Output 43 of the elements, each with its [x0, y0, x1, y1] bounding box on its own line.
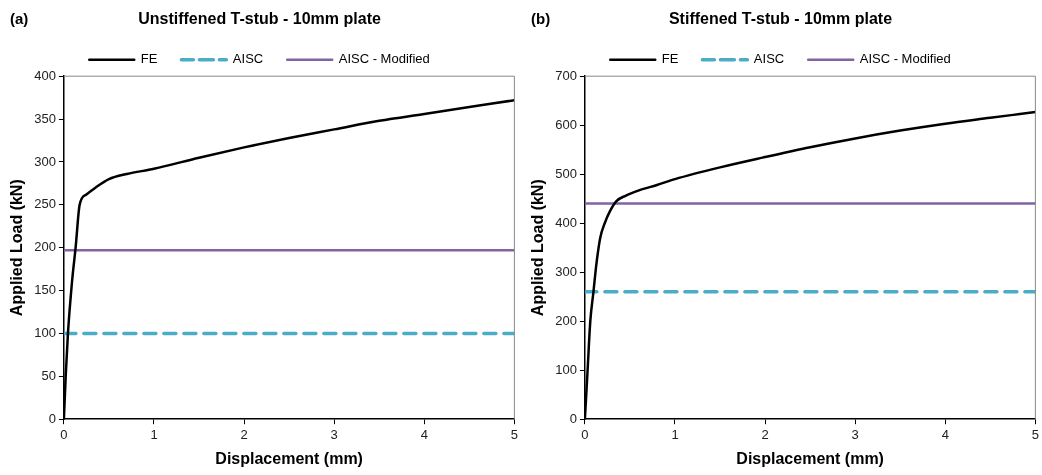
y-tick-label: 600 [555, 116, 577, 132]
y-axis-title: Applied Load (kN) [529, 179, 547, 317]
x-tick-label: 1 [671, 426, 679, 442]
y-tick-label: 0 [569, 410, 577, 426]
x-tick-label: 0 [60, 426, 68, 442]
x-tick-label: 0 [581, 426, 589, 442]
x-tick-label: 4 [420, 426, 428, 442]
y-tick-label: 400 [34, 67, 56, 83]
x-tick-label: 2 [240, 426, 248, 442]
legend-label: FE [661, 51, 679, 67]
y-tick-label: 300 [555, 263, 577, 279]
x-tick-label: 2 [761, 426, 769, 442]
text: (a) [10, 10, 29, 27]
y-axis-title: Applied Load (kN) [8, 179, 26, 317]
y-tick-label: 500 [555, 165, 577, 181]
y-tick-label: 350 [34, 110, 56, 126]
y-tick-label: 200 [555, 312, 577, 328]
x-tick-label: 5 [1031, 426, 1039, 442]
chart-title: Stiffened T-stub - 10mm plate [668, 10, 893, 28]
legend-label: FE [140, 51, 158, 67]
y-tick-label: 400 [555, 214, 577, 230]
y-tick-label: 100 [555, 361, 577, 377]
y-tick-label: 300 [34, 153, 56, 169]
legend-label: AISC - Modified [859, 51, 951, 67]
y-tick-label: 150 [34, 282, 56, 298]
y-tick-label: 0 [48, 410, 56, 426]
x-axis-title: Displacement (mm) [215, 449, 363, 467]
x-tick-label: 1 [150, 426, 158, 442]
x-tick-label: 3 [330, 426, 338, 442]
x-tick-label: 4 [941, 426, 949, 442]
chart-title: Unstiffened T-stub - 10mm plate [138, 10, 381, 28]
legend-label: AISC [232, 51, 264, 67]
y-tick-label: 700 [555, 67, 577, 83]
y-tick-label: 50 [41, 367, 56, 383]
x-axis-title: Displacement (mm) [736, 449, 884, 467]
y-tick-label: 100 [34, 325, 56, 341]
x-tick-label: 5 [510, 426, 518, 442]
text: (b) [531, 10, 551, 27]
y-tick-label: 200 [34, 239, 56, 255]
y-tick-label: 250 [34, 196, 56, 212]
x-tick-label: 3 [851, 426, 859, 442]
legend-label: AISC [753, 51, 785, 67]
legend-label: AISC - Modified [338, 51, 430, 67]
